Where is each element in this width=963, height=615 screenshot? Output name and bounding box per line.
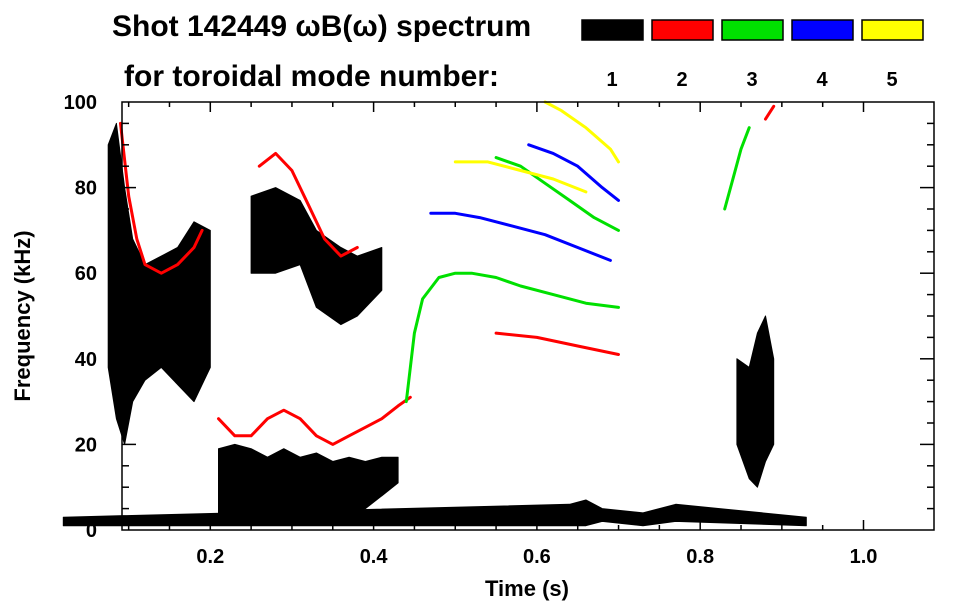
series-band-1 bbox=[107, 122, 211, 445]
legend-label-n1: 1 bbox=[606, 69, 617, 91]
series-line-10 bbox=[404, 271, 620, 404]
y-tick-label: 0 bbox=[86, 520, 97, 542]
chart-title-line2: for toroidal mode number: bbox=[124, 60, 499, 93]
x-tick-label: 0.8 bbox=[686, 546, 714, 568]
series-line-11 bbox=[494, 156, 620, 232]
y-tick-label: 80 bbox=[75, 178, 97, 200]
x-axis: 0.2 0.4 0.6 0.8 1.0 bbox=[127, 102, 878, 568]
legend-swatch-n2 bbox=[651, 19, 714, 41]
series-line-13 bbox=[429, 211, 612, 262]
series-band-2 bbox=[250, 187, 383, 326]
x-tick-label: 0.4 bbox=[360, 546, 389, 568]
series-line-7 bbox=[217, 395, 412, 446]
y-axis-title: Frequency (kHz) bbox=[10, 230, 35, 401]
series-band-4 bbox=[62, 499, 807, 527]
legend-label-n4: 4 bbox=[816, 69, 828, 91]
series-line-12 bbox=[723, 126, 751, 211]
legend-swatch-n4 bbox=[791, 19, 854, 41]
y-axis: 0 20 40 60 80 100 bbox=[64, 92, 934, 542]
plot-data-layer bbox=[62, 100, 807, 527]
chart-title-line1: Shot 142449 ωB(ω) spectrum bbox=[112, 10, 531, 43]
x-axis-title: Time (s) bbox=[485, 576, 569, 601]
y-tick-label: 100 bbox=[64, 92, 97, 114]
series-band-3 bbox=[736, 315, 775, 488]
legend-swatch-n3 bbox=[721, 19, 784, 41]
x-tick-label: 0.2 bbox=[196, 546, 224, 568]
series-line-6 bbox=[257, 151, 359, 258]
series-line-16 bbox=[543, 100, 620, 164]
legend-label-n5: 5 bbox=[886, 69, 897, 91]
series-line-9 bbox=[764, 104, 776, 121]
legend-swatch-n1 bbox=[581, 19, 644, 41]
series-line-14 bbox=[527, 143, 620, 202]
series-line-8 bbox=[494, 331, 620, 356]
legend: 1 2 3 4 5 bbox=[581, 19, 924, 91]
y-tick-label: 20 bbox=[75, 434, 97, 456]
x-tick-label: 1.0 bbox=[850, 546, 878, 568]
x-tick-label: 0.6 bbox=[523, 546, 551, 568]
legend-swatch-n5 bbox=[861, 19, 924, 41]
y-tick-label: 60 bbox=[75, 263, 97, 285]
legend-label-n2: 2 bbox=[676, 69, 687, 91]
series-line-5 bbox=[119, 121, 204, 275]
y-tick-label: 40 bbox=[75, 349, 97, 371]
legend-label-n3: 3 bbox=[746, 69, 757, 91]
series-line-15 bbox=[453, 160, 588, 194]
